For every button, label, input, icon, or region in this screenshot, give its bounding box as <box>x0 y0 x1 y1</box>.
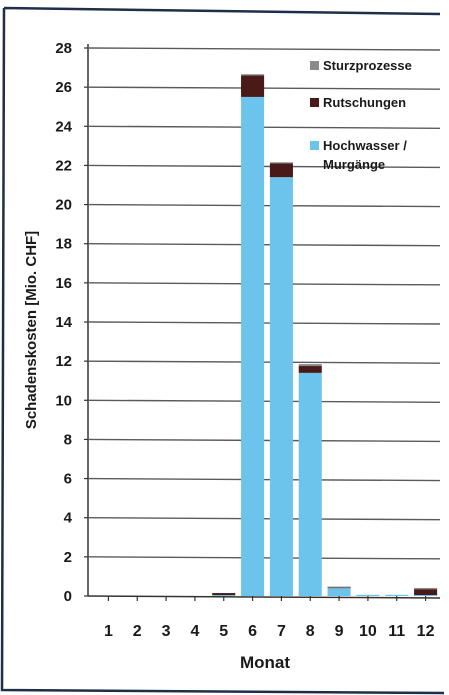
legend-swatch <box>310 141 319 150</box>
y-tick-label: 6 <box>64 471 72 488</box>
x-axis-line <box>87 595 441 599</box>
x-tick-label: 2 <box>133 623 142 640</box>
y-tick-label: 2 <box>64 549 72 566</box>
x-tick-label: 11 <box>388 623 405 640</box>
x-tick-label: 1 <box>104 623 113 640</box>
legend-label-line2: Murgänge <box>323 157 385 172</box>
bar-segment <box>269 162 293 164</box>
bar-segment <box>241 75 265 97</box>
y-tick-label: 14 <box>55 314 72 331</box>
bar-segment <box>212 593 236 596</box>
bar-segment <box>414 594 438 596</box>
bar-segment <box>356 594 380 596</box>
y-tick-label: 18 <box>55 236 72 253</box>
bar-segment <box>298 372 322 596</box>
legend: Sturzprozesse Rutschungen Hochwasser / Murg… <box>310 58 412 172</box>
y-tick-label: 16 <box>55 275 72 292</box>
y-tick-label: 12 <box>55 353 72 370</box>
x-tick-label: 5 <box>219 623 228 640</box>
x-tick-labels: 1 2 3 4 5 6 7 8 9 10 11 12 <box>104 596 435 640</box>
bar-segment <box>298 364 322 367</box>
x-tick-label: 4 <box>190 623 199 640</box>
x-tick-label: 10 <box>359 623 377 640</box>
legend-label: Hochwasser / <box>323 138 407 153</box>
bar-segment <box>269 163 293 178</box>
y-tick-label: 22 <box>55 157 72 174</box>
y-tick-label: 10 <box>55 392 72 409</box>
y-tick-label: 26 <box>55 79 72 96</box>
y-axis-title: Schadenskosten [Mio. CHF] <box>23 231 40 429</box>
x-tick-label: 8 <box>306 623 315 640</box>
gridline <box>87 47 441 51</box>
bar-segment <box>385 594 409 596</box>
y-tick-label: 4 <box>64 510 73 527</box>
bar-segment <box>212 594 236 596</box>
chart-frame <box>0 6 445 695</box>
x-tick-label: 12 <box>417 623 435 640</box>
bars <box>212 74 438 596</box>
bar-segment <box>414 587 438 590</box>
y-tick-label: 20 <box>55 197 72 214</box>
legend-label: Rutschungen <box>323 95 406 110</box>
legend-swatch <box>310 98 319 107</box>
x-tick-label: 6 <box>248 623 257 640</box>
x-tick-label: 3 <box>162 623 171 640</box>
bar-segment <box>414 589 438 596</box>
x-tick-label: 7 <box>277 623 286 640</box>
bar-segment <box>327 586 351 588</box>
bar-segment <box>241 96 265 596</box>
y-tick-label: 0 <box>64 588 72 605</box>
bar-segment <box>269 177 293 596</box>
y-tick-label: 8 <box>64 431 72 448</box>
bar-segment <box>298 366 322 373</box>
y-tick-label: 24 <box>55 118 72 135</box>
y-tick-label: 28 <box>55 40 72 57</box>
x-tick-label: 9 <box>335 623 344 640</box>
legend-label: Sturzprozesse <box>323 58 412 73</box>
bar-segment <box>241 74 265 76</box>
x-axis-title: Monat <box>240 653 290 672</box>
bar-segment <box>327 588 351 596</box>
legend-swatch <box>310 61 319 70</box>
